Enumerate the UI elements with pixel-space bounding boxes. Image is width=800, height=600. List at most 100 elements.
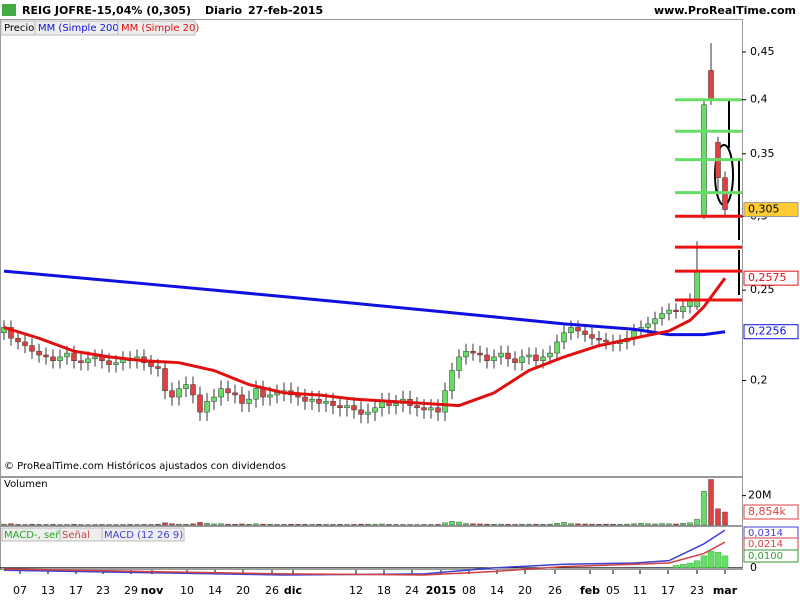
candle-body <box>568 327 574 334</box>
volume-bar <box>505 524 511 526</box>
volume-bar <box>337 524 343 526</box>
candle-body <box>218 388 224 398</box>
volume-bar <box>218 523 224 526</box>
candle-body <box>575 327 581 332</box>
candle-body <box>512 358 518 363</box>
volume-bar <box>666 523 672 526</box>
volume-bar <box>540 524 546 526</box>
candle-body <box>232 392 238 396</box>
copyright: © ProRealTime.com Históricos ajustados c… <box>4 460 286 472</box>
volume-bar <box>351 524 357 526</box>
badge-label: 8,854k <box>748 505 786 518</box>
volume-bar <box>169 523 175 526</box>
candle-body <box>197 394 203 413</box>
candle-body <box>8 327 14 339</box>
volume-bar <box>302 524 308 526</box>
candle-body <box>344 405 350 408</box>
candle-body <box>519 356 525 363</box>
candle-body <box>183 384 189 389</box>
volume-bar <box>295 524 301 526</box>
macd-legend: Señal <box>62 530 90 541</box>
ma200-line <box>3 269 726 337</box>
x-tick-label: 23 <box>690 584 704 597</box>
candle-body <box>365 411 371 415</box>
ma20-line <box>3 277 727 408</box>
x-tick-label: 14 <box>208 584 222 597</box>
signal-line <box>3 541 726 576</box>
x-tick-label: 23 <box>96 584 110 597</box>
candle-body <box>169 390 175 398</box>
macd-pane <box>0 526 743 570</box>
candle-body <box>29 345 35 352</box>
badge-label: 0,0314 <box>748 528 783 539</box>
candle-body <box>330 401 336 406</box>
candle-body <box>414 405 420 408</box>
volume-bar <box>393 524 399 526</box>
volume-bar <box>652 523 658 526</box>
volume-bar <box>15 524 21 526</box>
volume-bar <box>176 523 182 526</box>
volume-bar <box>687 522 693 526</box>
candle-body <box>449 370 455 392</box>
y-tick-label: 0,25 <box>750 283 775 296</box>
candle-body <box>372 407 378 413</box>
volume-bar <box>323 524 329 526</box>
candle-body <box>246 398 252 404</box>
candle-body <box>43 354 49 358</box>
badge-box <box>743 270 799 286</box>
candle-body <box>652 318 658 325</box>
candle-body <box>155 366 161 369</box>
volume-bar <box>274 524 280 526</box>
volume-bar <box>449 521 455 526</box>
volume-bar <box>645 523 651 526</box>
volume-bar <box>309 524 315 526</box>
x-tick-label: 05 <box>606 584 620 597</box>
volume-bar <box>288 524 294 526</box>
volume-bar <box>29 524 35 526</box>
legend-box <box>117 20 196 36</box>
volume-bar <box>575 523 581 526</box>
badge-box <box>743 324 799 340</box>
logo <box>2 4 16 16</box>
x-tick-label: 26 <box>265 584 279 597</box>
volume-bar <box>582 523 588 526</box>
volume-bar <box>701 491 707 526</box>
date: 27-feb-2015 <box>248 4 323 17</box>
x-tick-label: 20 <box>518 584 532 597</box>
candle-body <box>554 341 560 354</box>
candle-body <box>267 394 273 398</box>
candle-body <box>421 407 427 411</box>
candle-body <box>92 356 98 360</box>
candle-body <box>498 352 504 358</box>
volume-bar <box>631 523 637 526</box>
badge-label: 0,0100 <box>748 551 783 562</box>
candle-body <box>176 388 182 398</box>
candle-body <box>596 337 602 341</box>
candle-body <box>78 360 84 363</box>
volume-bar <box>211 523 217 526</box>
candle-body <box>211 396 217 402</box>
volume-bar <box>603 523 609 526</box>
candle-body <box>190 384 196 396</box>
macd-histogram <box>693 560 701 569</box>
volume-bar <box>1 523 7 526</box>
volume-bar <box>225 523 231 526</box>
candle-body <box>351 405 357 411</box>
volume-bar <box>162 522 168 526</box>
candle-body <box>673 309 679 312</box>
x-tick-label: 20 <box>236 584 250 597</box>
badge-label: 0,2575 <box>748 271 787 284</box>
volume-bar <box>680 523 686 526</box>
candle-body <box>470 350 476 354</box>
candle-body <box>645 323 651 328</box>
volume-bar <box>533 524 539 526</box>
x-tick-label: 26 <box>548 584 562 597</box>
candle-body <box>428 407 434 411</box>
x-tick-label: 08 <box>462 584 476 597</box>
y-tick-label: 0 <box>750 561 757 574</box>
y-tick-label: 0,35 <box>750 147 775 160</box>
volume-bar <box>596 524 602 526</box>
candle-body <box>435 407 441 413</box>
